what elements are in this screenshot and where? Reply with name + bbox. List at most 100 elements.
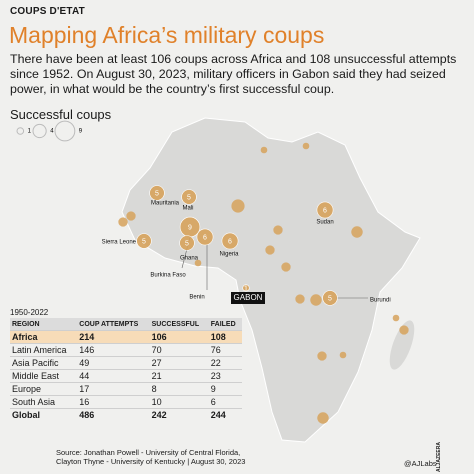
country-label: Burkina Faso xyxy=(150,273,186,279)
table-cell: 9 xyxy=(208,382,242,396)
coup-count: 9 xyxy=(188,224,192,231)
table-cell: South Asia xyxy=(10,395,78,409)
coup-marker xyxy=(317,351,327,361)
coup-count: 6 xyxy=(203,234,207,241)
coup-marker xyxy=(399,325,409,335)
coup-count: 6 xyxy=(228,238,232,245)
coup-marker xyxy=(322,290,338,306)
table-cell: 108 xyxy=(208,330,242,344)
coup-marker xyxy=(136,233,152,249)
coup-count: 6 xyxy=(323,207,327,214)
coup-marker xyxy=(231,199,245,213)
coup-marker xyxy=(295,294,305,304)
legend-label: 4 xyxy=(50,129,54,135)
table-body: Africa 214 106 108 Latin America 146 70 76 Asia … xyxy=(10,330,242,422)
africa-landmass xyxy=(121,117,421,443)
column-header: COUP ATTEMPTS xyxy=(77,318,150,331)
coup-marker xyxy=(316,201,334,219)
coup-marker xyxy=(273,225,283,235)
date: August 30, 2023 xyxy=(190,457,246,466)
table-cell: 70 xyxy=(149,343,209,357)
country-label: Benin xyxy=(189,295,204,301)
coup-marker xyxy=(194,259,202,267)
description: There have been at least 106 coups acros… xyxy=(10,52,457,96)
table-cell: 242 xyxy=(151,410,167,420)
coup-count: 5 xyxy=(187,194,191,201)
country-label: Mali xyxy=(182,206,193,212)
table-cell: Latin America xyxy=(10,343,78,357)
table-cell: 8 xyxy=(149,382,209,396)
coup-marker xyxy=(392,314,400,322)
coup-marker xyxy=(118,217,128,227)
table-cell: 21 xyxy=(149,369,209,383)
separator: | xyxy=(187,457,191,466)
coup-marker xyxy=(260,146,268,154)
coup-marker xyxy=(281,262,291,272)
table-cell: 106 xyxy=(149,330,209,344)
source-text: Source: Jonathan Powell - University of … xyxy=(56,448,241,457)
coup-count: 5 xyxy=(185,240,189,247)
table-cell: 27 xyxy=(149,356,209,370)
coup-marker xyxy=(179,235,195,251)
title: Mapping Africa’s military coups xyxy=(9,22,325,48)
legend-circle xyxy=(16,127,25,135)
table-cell: 76 xyxy=(208,343,242,357)
table-row: Asia Pacific 49 27 22 xyxy=(10,356,242,370)
table-row: Europe 17 8 9 xyxy=(10,382,242,396)
table-cell: Global xyxy=(12,410,41,420)
country-label: Ghana xyxy=(180,256,199,262)
column-header: FAILED xyxy=(208,318,242,331)
table-cell: 44 xyxy=(77,369,150,383)
coup-count: 1 xyxy=(244,285,248,292)
table-header: REGION COUP ATTEMPTS SUCCESSFUL FAILED xyxy=(10,318,242,331)
coup-marker xyxy=(181,189,197,205)
source: Source: Jonathan Powell - University of … xyxy=(56,448,245,466)
column-header: REGION xyxy=(10,318,78,331)
column-header: SUCCESSFUL xyxy=(149,318,209,331)
country-label: Nigeria xyxy=(219,252,239,258)
coup-marker xyxy=(221,232,239,250)
country-label: Mauritania xyxy=(151,201,180,207)
table-cell: 10 xyxy=(149,395,209,409)
table-cell: 214 xyxy=(77,330,150,344)
table-cell: Middle East xyxy=(10,369,78,383)
coup-marker xyxy=(265,245,275,255)
table-cell: 16 xyxy=(77,395,150,409)
table-cell: 22 xyxy=(208,356,242,370)
coup-marker xyxy=(242,284,250,292)
coup-marker xyxy=(302,142,310,150)
coup-count: 5 xyxy=(328,295,332,302)
coups-table: REGION COUP ATTEMPTS SUCCESSFUL FAILED Afri… xyxy=(10,318,242,421)
coup-count: 5 xyxy=(142,238,146,245)
madagascar xyxy=(389,320,415,370)
table-cell: 6 xyxy=(208,395,242,409)
coup-marker xyxy=(149,185,165,201)
table-row: Latin America 146 70 76 xyxy=(10,343,242,357)
table-cell: Africa xyxy=(10,330,78,344)
country-label: Sudan xyxy=(316,220,333,226)
country-label: Burundi xyxy=(370,298,391,304)
table-cell: 49 xyxy=(77,356,150,370)
table-cell: 486 xyxy=(79,410,95,420)
table-row: Global 486 242 244 xyxy=(10,409,242,422)
legend-circle xyxy=(54,120,76,142)
table-cell: Asia Pacific xyxy=(10,356,78,370)
coup-marker xyxy=(310,294,322,306)
table-row: Africa 214 106 108 xyxy=(10,330,242,344)
label-box xyxy=(231,292,265,304)
table-cell: 17 xyxy=(77,382,150,396)
legend-label: 1 xyxy=(28,129,32,135)
coup-marker xyxy=(317,412,329,424)
logo: ALJAZEERA xyxy=(436,442,442,473)
table-row: Middle East 44 21 23 xyxy=(10,369,242,383)
country-label: Sierra Leone xyxy=(102,240,137,246)
coup-marker xyxy=(351,226,363,238)
coup-marker xyxy=(339,351,347,359)
legend-label: 9 xyxy=(79,129,83,135)
country-label: GABON xyxy=(234,293,263,302)
credit: @AJLabs xyxy=(404,459,437,468)
kicker: COUPS D'ETAT xyxy=(10,6,85,17)
table-cell: 146 xyxy=(77,343,150,357)
